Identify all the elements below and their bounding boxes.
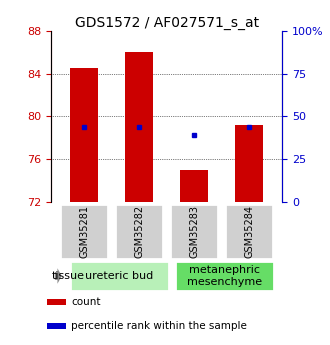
FancyBboxPatch shape xyxy=(225,204,273,259)
FancyArrow shape xyxy=(55,268,62,284)
Bar xyxy=(47,323,66,329)
Text: GSM35283: GSM35283 xyxy=(189,205,199,258)
Text: count: count xyxy=(71,297,101,307)
FancyBboxPatch shape xyxy=(170,204,218,259)
Text: ureteric bud: ureteric bud xyxy=(85,271,153,281)
Bar xyxy=(181,170,208,202)
FancyBboxPatch shape xyxy=(175,262,274,290)
Bar xyxy=(235,125,263,202)
Text: GSM35282: GSM35282 xyxy=(134,205,144,258)
Text: GSM35281: GSM35281 xyxy=(79,205,89,258)
Bar xyxy=(47,299,66,305)
FancyBboxPatch shape xyxy=(60,204,108,259)
Text: metanephric
mesenchyme: metanephric mesenchyme xyxy=(187,265,262,287)
Bar xyxy=(125,52,153,202)
FancyBboxPatch shape xyxy=(70,262,169,290)
FancyBboxPatch shape xyxy=(115,204,163,259)
Text: percentile rank within the sample: percentile rank within the sample xyxy=(71,322,247,332)
Title: GDS1572 / AF027571_s_at: GDS1572 / AF027571_s_at xyxy=(75,16,259,30)
Bar xyxy=(70,68,98,202)
Text: tissue: tissue xyxy=(52,271,85,281)
Text: GSM35284: GSM35284 xyxy=(244,205,254,258)
